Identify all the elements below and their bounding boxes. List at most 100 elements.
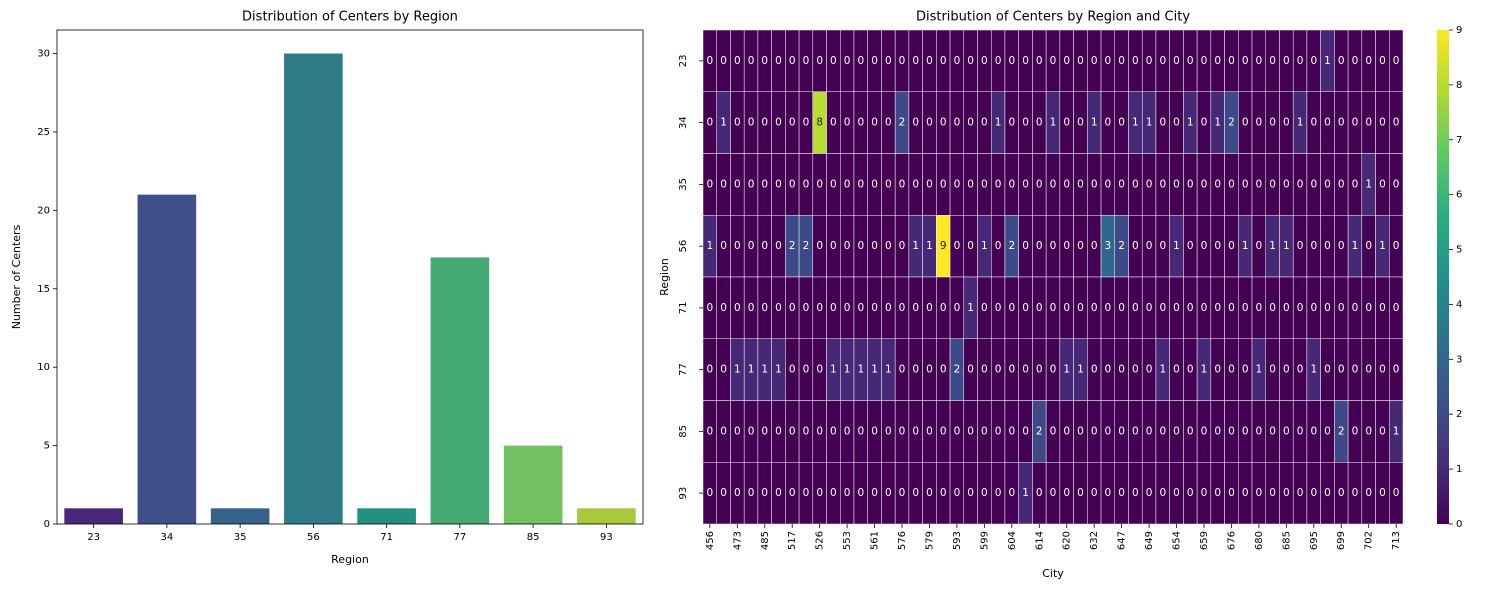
cell-label: 0: [1365, 240, 1372, 252]
chart-title: Distribution of Centers by Region and Ci…: [916, 10, 1190, 25]
cell-label: 0: [748, 240, 755, 252]
cell-label: 0: [1146, 487, 1153, 499]
cell-label: 0: [748, 302, 755, 314]
cell-label: 1: [967, 302, 974, 314]
x-tick-label: 553: [842, 531, 853, 550]
cell-label: 0: [707, 302, 714, 314]
colorbar-tick-label: 7: [1456, 135, 1462, 146]
cell-label: 1: [1187, 117, 1194, 129]
x-tick-label: 604: [1007, 531, 1018, 550]
cell-label: 0: [1105, 302, 1112, 314]
cell-label: 0: [748, 178, 755, 190]
cell-label: 0: [1187, 364, 1194, 376]
cell-label: 0: [1146, 425, 1153, 437]
cell-label: 1: [1393, 425, 1400, 437]
x-tick-label: 85: [527, 532, 540, 543]
cell-label: 0: [1283, 302, 1290, 314]
cell-label: 0: [1063, 240, 1070, 252]
cell-label: 0: [912, 425, 919, 437]
cell-label: 0: [871, 178, 878, 190]
cell-label: 0: [1118, 55, 1125, 67]
cell-label: 2: [899, 117, 906, 129]
cell-label: 0: [1201, 117, 1208, 129]
cell-label: 0: [1256, 117, 1263, 129]
cell-label: 0: [1310, 487, 1317, 499]
x-tick-label: 56: [307, 532, 320, 543]
x-tick-label: 526: [815, 531, 826, 550]
cell-label: 0: [967, 117, 974, 129]
cell-label: 0: [1269, 487, 1276, 499]
cell-label: 0: [1173, 364, 1180, 376]
cell-label: 0: [1105, 487, 1112, 499]
cell-label: 0: [707, 55, 714, 67]
cell-label: 0: [1393, 117, 1400, 129]
cell-label: 0: [912, 178, 919, 190]
cell-label: 0: [1132, 178, 1139, 190]
cell-label: 0: [844, 487, 851, 499]
cell-label: 0: [816, 302, 823, 314]
cell-label: 0: [981, 55, 988, 67]
cell-label: 0: [775, 55, 782, 67]
cell-label: 2: [1036, 425, 1043, 437]
cell-label: 1: [761, 364, 768, 376]
cell-label: 1: [1379, 240, 1386, 252]
cell-label: 0: [1269, 425, 1276, 437]
cell-label: 0: [1022, 302, 1029, 314]
x-tick-label: 93: [600, 532, 613, 543]
cell-label: 0: [1201, 55, 1208, 67]
cell-label: 0: [1091, 240, 1098, 252]
cell-label: 0: [1214, 55, 1221, 67]
cell-label: 0: [967, 487, 974, 499]
cell-label: 0: [1214, 302, 1221, 314]
y-tick-label: 71: [678, 302, 689, 315]
cell-label: 0: [1256, 487, 1263, 499]
cell-label: 0: [830, 178, 837, 190]
x-tick-label: 77: [454, 532, 467, 543]
cell-label: 0: [1008, 302, 1015, 314]
cell-label: 1: [1242, 240, 1249, 252]
cell-label: 0: [707, 178, 714, 190]
cell-label: 0: [1008, 55, 1015, 67]
cell-label: 0: [1077, 425, 1084, 437]
cell-label: 0: [954, 240, 961, 252]
colorbar-tick-label: 2: [1456, 409, 1462, 420]
cell-label: 0: [1118, 364, 1125, 376]
y-tick-label: 0: [44, 519, 50, 530]
cell-label: 0: [1297, 240, 1304, 252]
cell-label: 0: [1324, 302, 1331, 314]
cell-label: 1: [885, 364, 892, 376]
cell-label: 0: [1297, 55, 1304, 67]
cell-label: 0: [1132, 364, 1139, 376]
cell-label: 0: [1063, 117, 1070, 129]
cell-label: 0: [885, 178, 892, 190]
cell-label: 0: [1365, 55, 1372, 67]
cell-label: 0: [734, 425, 741, 437]
cell-label: 0: [1105, 364, 1112, 376]
y-tick-label: 85: [678, 425, 689, 438]
cell-label: 0: [857, 117, 864, 129]
cell-label: 0: [857, 55, 864, 67]
colorbar-tick-label: 3: [1456, 354, 1462, 365]
cell-label: 8: [816, 117, 823, 129]
cell-label: 0: [1050, 425, 1057, 437]
cell-label: 0: [1365, 487, 1372, 499]
x-tick-label: 702: [1364, 531, 1375, 550]
cell-label: 0: [761, 487, 768, 499]
cell-label: 1: [1256, 364, 1263, 376]
cell-label: 0: [1379, 425, 1386, 437]
cell-label: 0: [1036, 55, 1043, 67]
cell-label: 0: [1201, 178, 1208, 190]
cell-label: 0: [789, 302, 796, 314]
cell-label: 0: [1256, 240, 1263, 252]
cell-label: 0: [885, 302, 892, 314]
x-tick-label: 517: [787, 531, 798, 550]
cell-label: 1: [1269, 240, 1276, 252]
cell-label: 0: [1063, 425, 1070, 437]
x-tick-label: 649: [1144, 531, 1155, 550]
cell-label: 1: [720, 117, 727, 129]
cell-label: 0: [1118, 117, 1125, 129]
cell-label: 0: [830, 117, 837, 129]
cell-label: 1: [1310, 364, 1317, 376]
cell-label: 0: [1091, 302, 1098, 314]
cell-label: 0: [1146, 364, 1153, 376]
